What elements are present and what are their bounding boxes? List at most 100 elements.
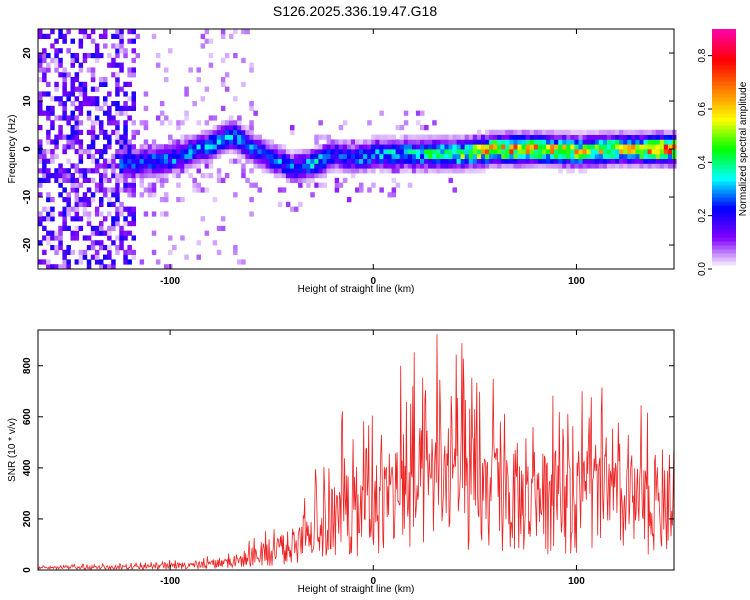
heatmap-cell [139,182,145,188]
heatmap-cell [432,163,437,169]
heatmap-cell [489,129,494,135]
heatmap-cell [192,153,197,159]
heatmap-cell [635,163,640,169]
heatmap-cell [375,153,380,159]
heatmap-cell [241,173,246,179]
heatmap-cell [411,163,417,169]
heatmap-cell [212,149,218,155]
heatmap-cell [159,182,165,188]
heatmap-cell [50,57,55,63]
heatmap-cell [639,163,644,169]
heatmap-cell [476,163,482,169]
heatmap-cell [606,149,612,155]
heatmap-cell [123,221,128,227]
heatmap-cell [38,53,43,59]
heatmap-cell [94,53,100,59]
heatmap-cell [355,163,360,169]
heatmap-cell [127,192,132,198]
heatmap-cell [38,125,43,131]
heatmap-cell [147,158,153,164]
heatmap-cell [554,149,559,155]
heatmap-cell [184,110,189,116]
heatmap-cell [265,139,271,145]
heatmap-cell [192,177,197,183]
heatmap-cell [164,149,169,155]
heatmap-cell [249,168,254,174]
heatmap-cell [432,168,437,174]
heatmap-cell [107,105,112,111]
heatmap-cell [127,96,132,102]
heatmap-cell [582,144,588,150]
heatmap-cell [107,254,112,260]
colorbar-swatch [712,133,736,138]
heatmap-cell [62,225,67,231]
heatmap-cell [322,168,327,174]
heatmap-cell [399,158,405,164]
heatmap-cell [38,168,43,174]
heatmap-cell [155,177,161,183]
heatmap-cell [338,144,344,150]
heatmap-cell [452,149,457,155]
heatmap-cell [131,216,136,222]
heatmap-cell [574,158,579,164]
snr-x-ticks: -100 0 100 [160,330,585,587]
heatmap-cell [310,168,315,174]
heatmap-cell [237,129,242,135]
heatmap-cell [196,153,201,159]
heatmap-cell [147,182,153,188]
heatmap-cell [127,144,132,150]
heatmap-cell [659,158,665,164]
heatmap-cell [74,187,80,193]
heatmap-cell [107,245,112,251]
heatmap-cell [391,139,397,145]
heatmap-cell [212,129,218,135]
heatmap-cell [330,163,336,169]
heatmap-cell [70,249,75,255]
heatmap-cell [180,163,185,169]
heatmap-cell [468,149,474,155]
heatmap-cell [143,158,149,164]
heatmap-cell [432,149,437,155]
y-tick-label: -20 [22,237,33,252]
heatmap-cell [147,153,153,159]
heatmap-cell [127,105,132,111]
heatmap-cell [196,134,201,140]
heatmap-cell [139,153,145,159]
heatmap-cell [66,139,71,145]
heatmap-cell [322,134,327,140]
heatmap-cell [525,129,531,135]
heatmap-cell [196,168,201,174]
heatmap-cell [164,192,169,198]
heatmap-cell [399,125,405,131]
heatmap-cell [151,158,157,164]
heatmap-cell [265,163,271,169]
heatmap-cell [403,153,409,159]
heatmap-cell [639,139,644,145]
heatmap-cell [74,149,80,155]
colorbar-tick-label: 0.2 [697,208,708,222]
heatmap-cell [151,33,157,39]
heatmap-cell [143,163,149,169]
heatmap-cell [497,144,502,150]
heatmap-cell [558,134,563,140]
heatmap-cell [74,216,80,222]
heatmap-cell [456,139,462,145]
heatmap-cell [62,177,67,183]
heatmap-cell [74,235,80,241]
heatmap-cell [204,139,210,145]
y-tick-label: 200 [22,510,33,527]
heatmap-cell [103,149,108,155]
heatmap-cell [66,168,71,174]
heatmap-cell [229,129,234,135]
heatmap-cell [86,245,92,251]
heatmap-cell [468,144,474,150]
heatmap-cell [667,163,673,169]
heatmap-cell [509,139,514,145]
heatmap-cell [537,139,543,145]
x-tick-label: 0 [370,576,376,587]
heatmap-cell [245,149,250,155]
heatmap-cell [420,134,425,140]
heatmap-cell [350,153,356,159]
heatmap-cell [306,177,311,183]
heatmap-cell [188,67,193,73]
